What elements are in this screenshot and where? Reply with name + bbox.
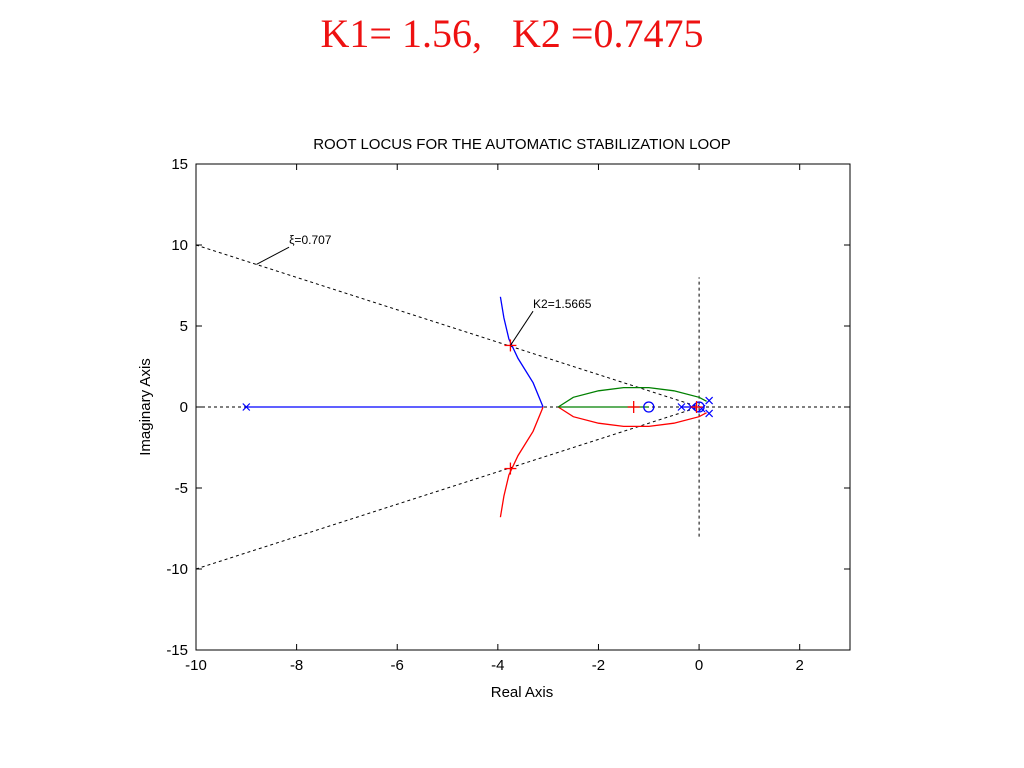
zero-marker-0 <box>643 401 655 413</box>
x-tick-label: -4 <box>491 657 504 674</box>
annotations: ξ=0.707 K2=1.5665 <box>256 233 592 346</box>
damping-line-upper <box>195 244 700 408</box>
pole-stroke <box>705 396 714 405</box>
y-tick-label: 5 <box>180 318 188 335</box>
x-axis-label: Real Axis <box>491 684 554 701</box>
x-tick-label: 0 <box>695 657 703 674</box>
gain-marker-3 <box>690 401 703 413</box>
locus-branch-3 <box>557 386 707 408</box>
locus-branch-1 <box>499 296 544 408</box>
annotation-label-0: ξ=0.707 <box>289 233 332 247</box>
y-tick-label: -10 <box>166 561 188 578</box>
x-tick-label: -6 <box>391 657 404 674</box>
pole-marker-0 <box>242 403 251 411</box>
gain-marker-1 <box>504 462 517 475</box>
pole-stroke <box>242 403 251 411</box>
gain-marker-2 <box>627 401 640 413</box>
pole-marker-1 <box>677 403 686 411</box>
y-tick-label: 15 <box>171 156 188 173</box>
pole-stroke <box>677 403 686 411</box>
annotation-leader-1 <box>510 310 534 346</box>
locus-branch-4 <box>557 406 707 428</box>
annotation-leader-0 <box>256 246 290 265</box>
x-tick-label: -10 <box>185 657 207 674</box>
y-tick-label: -5 <box>175 480 188 497</box>
annotation-label-1: K2=1.5665 <box>533 297 592 311</box>
y-tick-label: 0 <box>180 399 188 416</box>
y-axis-label: Imaginary Axis <box>137 358 154 456</box>
y-tick-label: 10 <box>171 237 188 254</box>
markers <box>242 339 714 475</box>
locus-branch-2 <box>499 406 544 518</box>
pole-marker-4 <box>705 409 714 418</box>
pole-stroke <box>705 409 714 418</box>
x-tick-label: -2 <box>592 657 605 674</box>
plot-title: ROOT LOCUS FOR THE AUTOMATIC STABILIZATI… <box>313 136 731 153</box>
x-tick-label: 2 <box>796 657 804 674</box>
damping-ratio-lines <box>195 244 700 570</box>
y-tick-label: -15 <box>166 642 188 659</box>
pole-marker-3 <box>705 396 714 405</box>
damping-line-lower <box>195 406 700 570</box>
slide-title: K1= 1.56, K2 =0.7475 <box>320 11 704 56</box>
x-tick-label: -8 <box>290 657 303 674</box>
